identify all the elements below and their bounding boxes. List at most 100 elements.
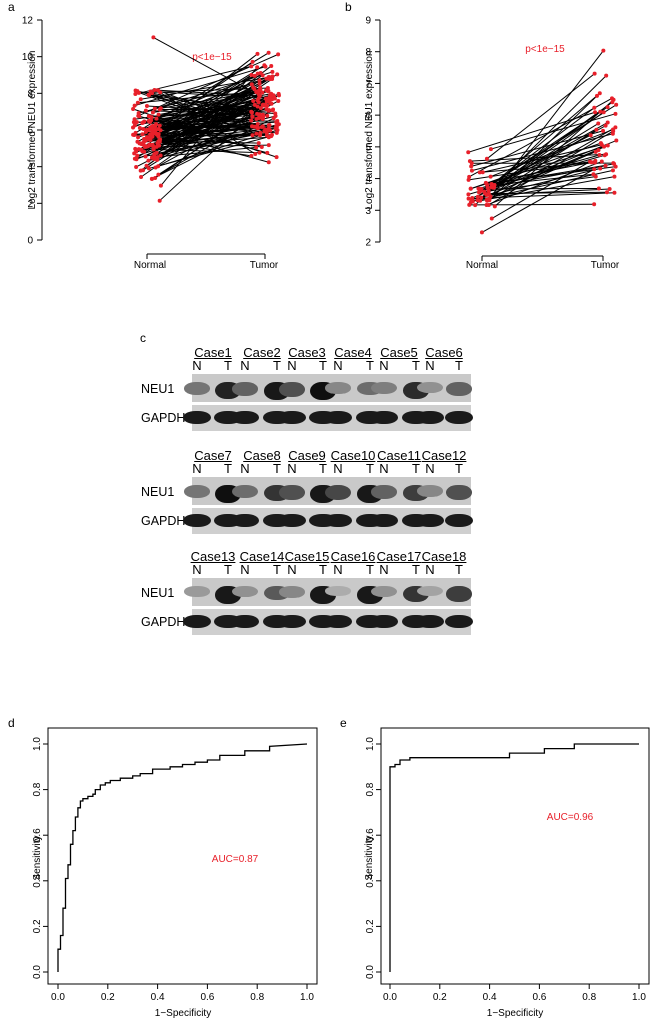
tumor-point-b	[596, 186, 601, 191]
tumor-point-a	[267, 75, 272, 80]
tumor-point-a	[265, 86, 270, 91]
tumor-point-b	[613, 125, 618, 130]
normal-point-b	[487, 198, 492, 203]
lane-label-normal: N	[333, 562, 343, 577]
tumor-point-b	[605, 105, 610, 110]
row-label-gapdh: GAPDH	[141, 514, 186, 528]
tumor-point-a	[263, 64, 268, 69]
case-label: Case16	[330, 549, 376, 564]
neu1-band	[325, 485, 351, 500]
gapdh-band	[183, 514, 211, 527]
normal-point-b	[466, 177, 471, 182]
neu1-band	[184, 586, 210, 597]
neu1-band	[371, 586, 397, 597]
tumor-point-a	[266, 160, 271, 165]
normal-point-a	[131, 120, 136, 125]
neu1-band	[325, 382, 351, 394]
tumor-point-a	[250, 133, 255, 138]
paired-line-b	[489, 95, 598, 201]
paired-line-b	[490, 113, 616, 150]
paired-line-a	[135, 73, 258, 152]
tumor-point-b	[598, 109, 603, 114]
tumor-point-b	[598, 166, 603, 171]
normal-point-a	[135, 89, 140, 94]
panel-label-a: a	[8, 0, 15, 14]
tumor-point-b	[605, 120, 610, 125]
tumor-point-a	[256, 141, 261, 146]
paired-line-b	[486, 126, 616, 202]
y-tick-label-d: 0.6	[32, 828, 43, 842]
case-label: Case3	[288, 345, 326, 360]
tumor-point-a	[276, 93, 281, 98]
normal-point-a	[149, 176, 154, 181]
tumor-point-a	[260, 124, 265, 129]
lane-label-tumor: T	[412, 358, 420, 373]
tumor-point-a	[260, 116, 265, 121]
tumor-point-b	[603, 163, 608, 168]
normal-point-a	[146, 166, 151, 171]
lane-label-tumor: T	[273, 461, 281, 476]
normal-point-a	[150, 142, 155, 147]
normal-point-b	[469, 164, 474, 169]
tumor-point-a	[266, 89, 271, 94]
lane-label-normal: N	[192, 461, 202, 476]
tumor-point-b	[601, 128, 606, 133]
y-tick-label-e: 0.2	[365, 919, 376, 933]
x-tick-label-e: 0.6	[532, 992, 546, 1003]
lane-label-normal: N	[379, 358, 389, 373]
paired-line-b	[468, 97, 613, 178]
lane-label-tumor: T	[319, 461, 327, 476]
normal-point-b	[469, 197, 474, 202]
tumor-point-a	[254, 145, 259, 150]
tumor-point-a	[270, 69, 275, 74]
y-axis-label-e: Sensitivity	[364, 835, 375, 880]
normal-point-b	[469, 168, 474, 173]
normal-point-a	[157, 198, 162, 203]
tumor-point-a	[252, 86, 257, 91]
tumor-point-a	[257, 78, 262, 83]
lane-label-normal: N	[379, 461, 389, 476]
normal-point-a	[153, 176, 158, 181]
paired-line-a	[143, 87, 261, 130]
tumor-point-b	[592, 167, 597, 172]
neu1-band	[184, 485, 210, 498]
tumor-point-a	[259, 145, 264, 150]
x-tick-label-d: 0.2	[101, 992, 115, 1003]
normal-point-a	[132, 123, 137, 128]
normal-point-a	[133, 146, 138, 151]
tumor-point-b	[612, 174, 617, 179]
tumor-point-a	[260, 73, 265, 78]
tumor-point-a	[249, 64, 254, 69]
lane-label-normal: N	[287, 562, 297, 577]
paired-line-b	[477, 169, 614, 201]
normal-point-b	[488, 147, 493, 152]
paired-line-b	[488, 191, 608, 195]
neu1-band	[325, 586, 351, 596]
normal-point-a	[144, 163, 149, 168]
gapdh-band	[278, 411, 306, 424]
x-tick-label-a: Tumor	[250, 260, 279, 271]
tumor-point-a	[269, 91, 274, 96]
normal-point-a	[142, 149, 147, 154]
normal-point-b	[480, 170, 485, 175]
tumor-point-a	[269, 132, 274, 137]
case-label: Case11	[377, 448, 421, 463]
y-tick-label-a: 8	[27, 89, 33, 100]
case-label: Case6	[425, 345, 463, 360]
tumor-point-a	[275, 72, 280, 77]
neu1-band	[232, 382, 258, 396]
gapdh-band	[445, 514, 473, 527]
paired-line-a	[137, 90, 263, 120]
gapdh-band	[278, 514, 306, 527]
normal-point-a	[139, 175, 144, 180]
tumor-point-a	[274, 155, 279, 160]
tumor-point-b	[594, 93, 599, 98]
paired-line-a	[159, 61, 253, 126]
normal-point-b	[488, 174, 493, 179]
case-label: Case7	[194, 448, 232, 463]
case-label: Case14	[239, 549, 285, 564]
x-tick-label-d: 0.6	[200, 992, 214, 1003]
lane-label-normal: N	[240, 562, 250, 577]
gapdh-band	[370, 411, 398, 424]
lane-label-normal: N	[333, 461, 343, 476]
